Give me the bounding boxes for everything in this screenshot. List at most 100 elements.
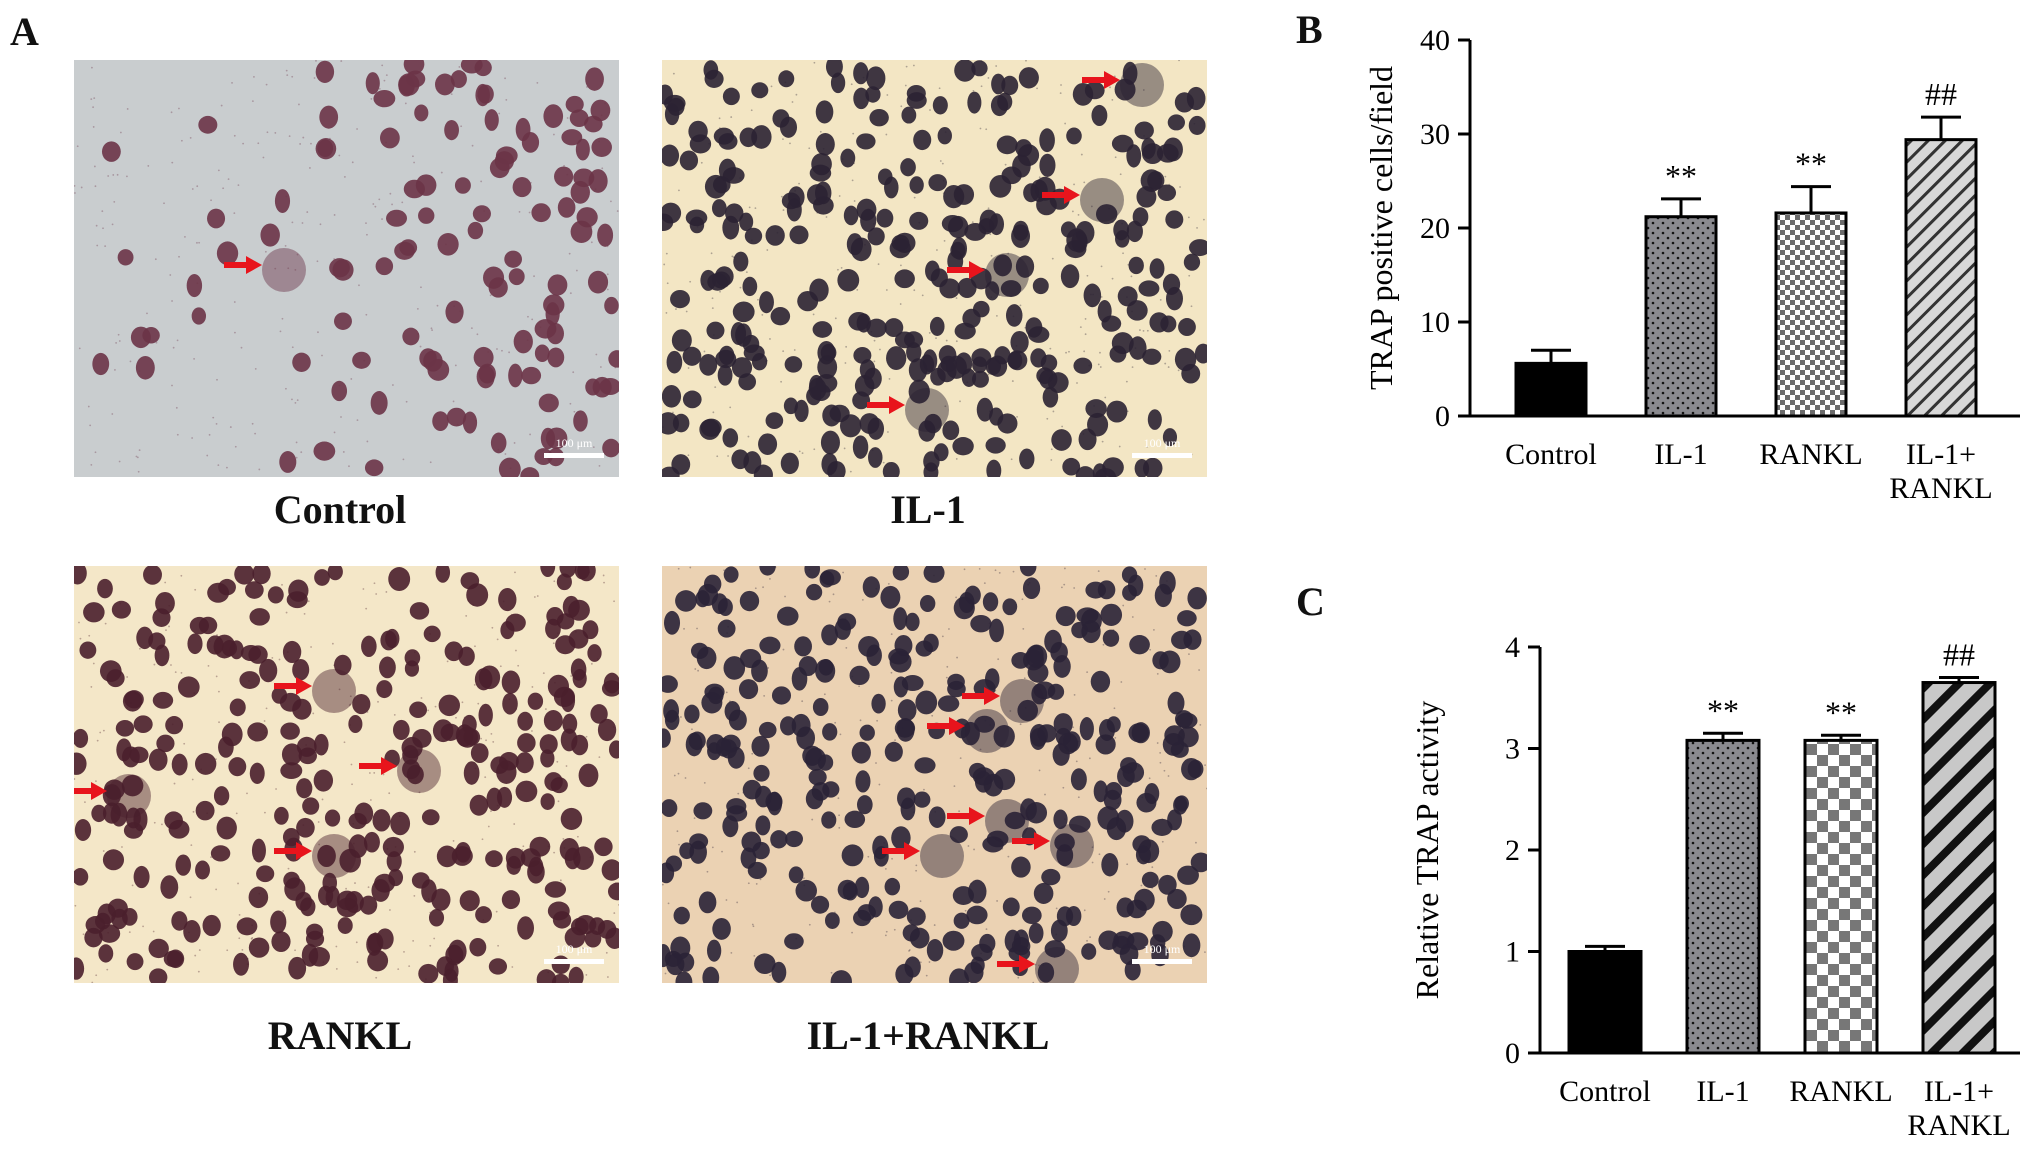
speckle [1089,936,1091,939]
speckle [1011,380,1014,382]
speckle [856,289,859,291]
speckle [508,351,511,354]
speckle [935,337,937,340]
speckle [665,252,668,255]
cell [597,718,617,742]
cell [940,355,957,372]
speckle [278,658,281,661]
cell [785,830,803,848]
cell [302,797,320,815]
speckle [858,685,861,688]
cell [456,726,478,748]
speckle [582,947,585,949]
cell [712,917,731,940]
speckle [990,254,993,257]
cell [540,793,555,810]
speckle [397,968,400,971]
speckle [413,850,416,853]
speckle [286,74,289,76]
speckle [111,413,114,415]
speckle [302,136,305,139]
speckle [753,954,756,957]
speckle [819,130,822,133]
cell [359,895,378,915]
cell [1028,922,1044,944]
cell [1163,137,1183,162]
speckle [264,811,266,814]
cell [840,148,856,168]
speckle [1178,60,1180,62]
cell [1032,277,1049,295]
arrow-head [296,842,312,860]
cell [830,72,846,94]
cell [1134,121,1154,140]
speckle [998,571,1001,574]
speckle [747,435,750,438]
cell [662,202,682,224]
bar-3 [1921,681,1997,1055]
speckle [861,598,864,601]
speckle [989,233,992,236]
x-tick-label: IL-1+ [1924,1075,1994,1108]
cell [164,811,183,830]
cell [459,890,480,912]
cell [280,722,300,740]
cell [905,612,920,632]
speckle [928,332,931,334]
cell [815,374,838,393]
cell [815,100,834,124]
speckle [1104,396,1107,399]
speckle [678,189,680,192]
cell [292,658,310,681]
cell [1106,817,1127,841]
cell [1097,300,1112,323]
cell [893,676,909,698]
micrograph-control: 100 μm [74,60,619,477]
cell [271,931,291,953]
cell [508,363,523,388]
cell [724,700,741,722]
speckle [461,701,464,704]
speckle [215,675,218,678]
speckle [754,587,757,590]
cell [1001,75,1019,96]
speckle [274,132,277,134]
speckle [1131,366,1134,369]
cell [571,734,589,756]
cell [918,420,936,442]
cell [332,259,354,281]
speckle [215,888,218,891]
cell [280,762,303,780]
cell [160,875,179,899]
cell [805,747,826,771]
cell [791,713,811,738]
cell [125,807,141,829]
speckle [1007,855,1010,858]
speckle [801,452,804,455]
cell [1111,134,1134,153]
cell [1033,681,1056,700]
speckle [711,307,714,309]
cell [1177,865,1199,885]
speckle [782,350,785,353]
speckle [677,772,680,775]
cell [928,806,946,828]
cell [260,223,280,247]
speckle [317,331,319,334]
speckle [369,799,372,801]
speckle [1010,458,1013,461]
speckle [285,611,288,614]
cell [1041,868,1061,886]
cell [754,953,776,974]
cell [812,697,829,717]
cell [943,184,965,209]
cell [926,938,944,962]
cell [1095,204,1118,225]
cell [808,768,827,786]
cell [664,709,680,731]
speckle [375,593,378,595]
cell [352,693,371,715]
cell [851,741,871,764]
cell [504,250,522,268]
speckle [333,214,336,216]
